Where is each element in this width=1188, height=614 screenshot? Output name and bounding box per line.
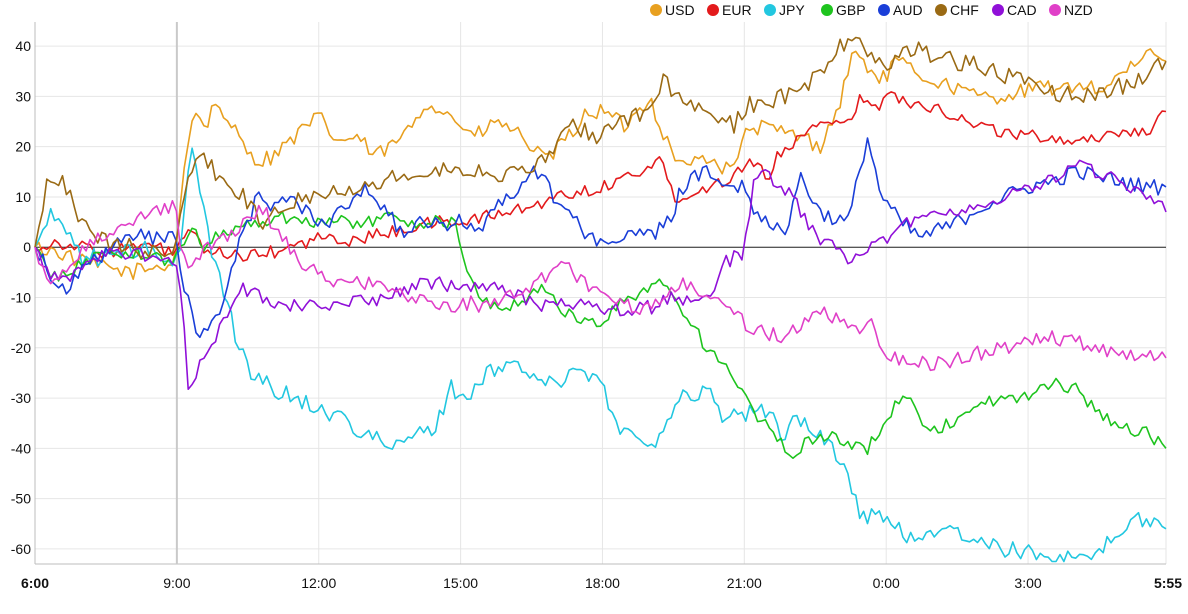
legend-swatch bbox=[650, 4, 662, 16]
y-axis: -60 -50 -40 -30 -20 -10 0 10 20 30 40 bbox=[11, 38, 31, 557]
x-tick-label: 21:00 bbox=[727, 575, 762, 591]
y-tick-label: -60 bbox=[11, 541, 31, 557]
x-tick-label: 0:00 bbox=[873, 575, 900, 591]
series-lines bbox=[34, 36, 1167, 563]
y-tick-label: -40 bbox=[11, 440, 31, 456]
legend-label: AUD bbox=[893, 2, 923, 18]
legend[interactable]: USD EUR JPY GBP AUD CHF CAD NZD bbox=[650, 2, 1093, 18]
legend-item-usd[interactable]: USD bbox=[650, 2, 695, 18]
legend-item-aud[interactable]: AUD bbox=[878, 2, 923, 18]
legend-swatch bbox=[1049, 4, 1061, 16]
series-line-eur bbox=[34, 91, 1167, 262]
y-tick-label: -50 bbox=[11, 491, 31, 507]
series-line-gbp bbox=[34, 210, 1167, 459]
x-tick-label: 12:00 bbox=[301, 575, 336, 591]
series-line-jpy bbox=[34, 147, 1167, 563]
x-tick-label: 6:00 bbox=[21, 575, 49, 591]
legend-item-chf[interactable]: CHF bbox=[935, 2, 979, 18]
series-line-cad bbox=[34, 159, 1167, 390]
y-tick-label: 20 bbox=[15, 139, 31, 155]
legend-label: USD bbox=[665, 2, 695, 18]
x-tick-label: 3:00 bbox=[1014, 575, 1041, 591]
series-line-nzd bbox=[34, 200, 1167, 372]
legend-item-jpy[interactable]: JPY bbox=[764, 2, 805, 18]
y-tick-label: -20 bbox=[11, 340, 31, 356]
legend-swatch bbox=[707, 4, 719, 16]
legend-label: JPY bbox=[779, 2, 805, 18]
y-tick-label: 10 bbox=[15, 189, 31, 205]
x-tick-label: 15:00 bbox=[443, 575, 478, 591]
legend-label: CHF bbox=[950, 2, 979, 18]
series-line-aud bbox=[34, 137, 1167, 339]
y-tick-label: 40 bbox=[15, 38, 31, 54]
legend-label: EUR bbox=[722, 2, 752, 18]
x-tick-label: 18:00 bbox=[585, 575, 620, 591]
y-tick-label: -10 bbox=[11, 290, 31, 306]
legend-swatch bbox=[878, 4, 890, 16]
x-tick-label: 9:00 bbox=[163, 575, 190, 591]
series-line-usd bbox=[34, 48, 1167, 280]
series-line-chf bbox=[34, 36, 1167, 259]
y-tick-label: -30 bbox=[11, 390, 31, 406]
x-tick-label: 5:55 bbox=[1154, 575, 1182, 591]
legend-item-gbp[interactable]: GBP bbox=[821, 2, 866, 18]
legend-item-nzd[interactable]: NZD bbox=[1049, 2, 1093, 18]
legend-label: GBP bbox=[836, 2, 866, 18]
y-tick-label: 0 bbox=[23, 239, 31, 255]
legend-item-cad[interactable]: CAD bbox=[992, 2, 1037, 18]
legend-swatch bbox=[935, 4, 947, 16]
y-tick-label: 30 bbox=[15, 88, 31, 104]
x-axis: 6:00 9:00 12:00 15:00 18:00 21:00 0:00 3:00 5:55 bbox=[21, 575, 1182, 591]
legend-swatch bbox=[821, 4, 833, 16]
legend-item-eur[interactable]: EUR bbox=[707, 2, 752, 18]
legend-swatch bbox=[764, 4, 776, 16]
legend-label: NZD bbox=[1064, 2, 1093, 18]
legend-swatch bbox=[992, 4, 1004, 16]
legend-label: CAD bbox=[1007, 2, 1037, 18]
